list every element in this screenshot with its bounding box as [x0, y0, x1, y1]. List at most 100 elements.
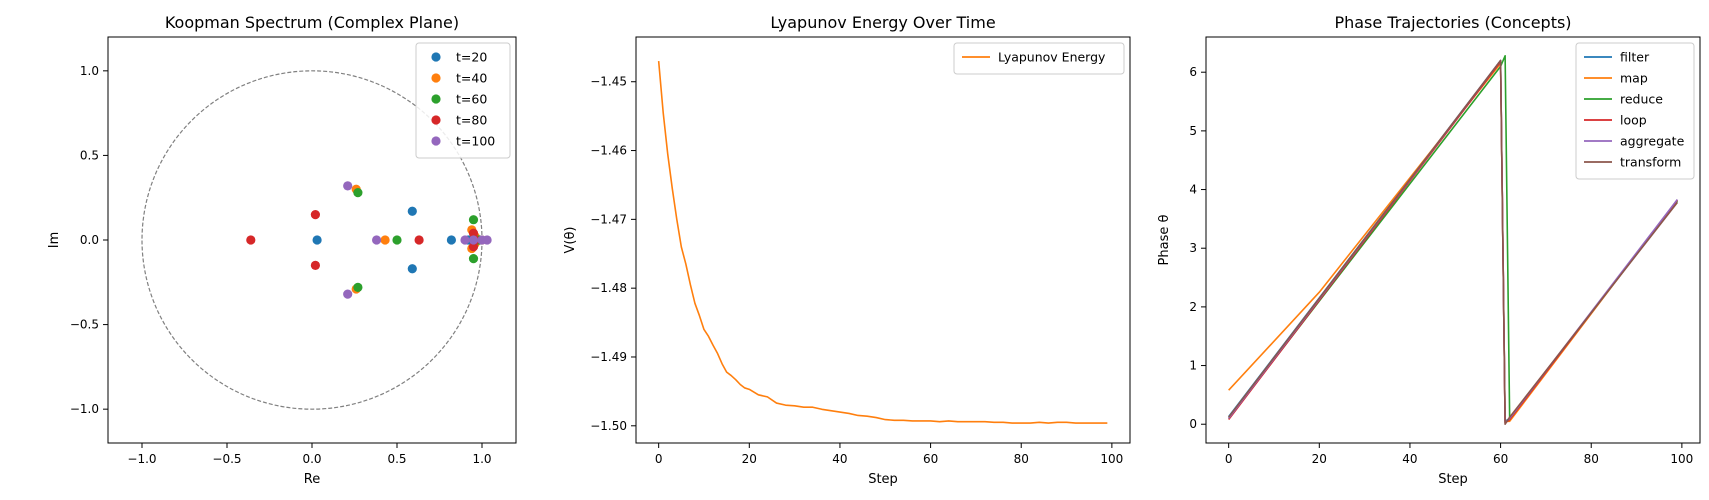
chart-title: Lyapunov Energy Over Time — [770, 13, 995, 32]
y-tick-label: 0 — [1189, 417, 1197, 431]
y-tick-label: −1.0 — [70, 402, 99, 416]
scatter-point-t=20 — [407, 206, 417, 216]
series-line-Lyapunov Energy — [657, 61, 1108, 424]
y-axis-label: Phase θ — [1157, 215, 1172, 266]
y-tick-label: 3 — [1189, 241, 1197, 255]
x-tick-label: 1.0 — [472, 452, 491, 466]
scatter-point-t=80 — [310, 210, 320, 220]
series-line-transform — [1228, 59, 1678, 426]
x-tick-label: −1.0 — [127, 452, 156, 466]
scatter-point-t=20 — [312, 235, 322, 245]
y-axis-label: V(θ) — [563, 227, 578, 254]
x-tick-label: 100 — [1100, 452, 1123, 466]
x-axis-label: Step — [1438, 472, 1468, 487]
y-tick-label: −1.47 — [590, 212, 627, 226]
chart-0: −1.0 −0.5 0.0 0.5 1.0 −1.0 −0.5 0.0 0.5 1.0 Koopma… — [47, 13, 517, 487]
scatter-point-t=80 — [246, 235, 256, 245]
scatter-point-t=100 — [468, 235, 479, 245]
x-tick-label: 0.0 — [302, 452, 321, 466]
x-tick-label: 80 — [1014, 452, 1029, 466]
legend-box — [1575, 42, 1695, 180]
y-axis-label: Im — [47, 232, 62, 249]
chart-title: Koopman Spectrum (Complex Plane) — [165, 13, 459, 32]
scatter-point-t=60 — [392, 235, 402, 245]
x-tick-label: 0.5 — [387, 452, 406, 466]
axes-frame — [1205, 36, 1701, 444]
legend-label: t=60 — [456, 92, 487, 107]
y-tick-label: −1.45 — [590, 75, 627, 89]
x-tick-label: 40 — [832, 452, 847, 466]
legend-label: transform — [1620, 155, 1681, 170]
scatter-point-t=20 — [446, 235, 456, 245]
scatter-point-t=20 — [407, 264, 417, 274]
legend-box — [415, 42, 511, 159]
legend-label: t=80 — [456, 113, 487, 128]
y-tick-label: 0.0 — [80, 233, 99, 247]
y-tick-label: 0.5 — [80, 148, 99, 162]
x-tick-label: 40 — [1402, 452, 1417, 466]
scatter-point-t=100 — [482, 235, 492, 245]
y-tick-label: 1.0 — [80, 64, 99, 78]
y-tick-label: 4 — [1189, 183, 1197, 197]
x-tick-label: 20 — [742, 452, 757, 466]
scatter-point-t=60 — [468, 215, 479, 225]
scatter-point-t=40 — [380, 235, 390, 245]
legend-marker — [431, 73, 441, 83]
y-tick-label: 2 — [1189, 300, 1197, 314]
x-tick-label: 100 — [1670, 452, 1693, 466]
legend-label: reduce — [1620, 92, 1663, 107]
plot-area — [636, 37, 1130, 443]
x-tick-label: −0.5 — [212, 452, 241, 466]
x-axis-label: Step — [868, 472, 898, 487]
x-tick-label: 60 — [1493, 452, 1508, 466]
plot-marks — [657, 61, 1108, 424]
scatter-point-t=60 — [468, 254, 479, 264]
scatter-point-t=100 — [460, 235, 470, 245]
y-tick-label: −0.5 — [70, 318, 99, 332]
scatter-point-t=80 — [414, 235, 424, 245]
y-tick-label: −1.49 — [590, 350, 627, 364]
y-tick-label: 1 — [1189, 359, 1197, 373]
scatter-point-t=100 — [343, 289, 353, 299]
y-tick-label: 6 — [1189, 65, 1197, 79]
legend-label: filter — [1620, 50, 1650, 65]
axes-frame — [107, 36, 517, 444]
legend-label: t=40 — [456, 71, 487, 86]
scatter-point-t=100 — [343, 181, 353, 191]
chart-1: 0 20 40 60 80 100 −1.45 −1.46 −1.47 −1.48 −1.49 −1.… — [563, 13, 1131, 487]
x-tick-label: 0 — [655, 452, 663, 466]
legend-label: map — [1620, 71, 1648, 86]
legend-marker — [431, 115, 441, 125]
axes-frame — [635, 36, 1131, 444]
legend-marker — [431, 52, 441, 62]
x-tick-label: 20 — [1312, 452, 1327, 466]
x-tick-label: 0 — [1225, 452, 1233, 466]
scatter-point-t=80 — [310, 260, 320, 270]
legend: Lyapunov Energy — [953, 42, 1125, 75]
chart-title: Phase Trajectories (Concepts) — [1334, 13, 1571, 32]
legend-box — [953, 42, 1125, 75]
y-tick-label: 5 — [1189, 124, 1197, 138]
x-tick-label: 60 — [923, 452, 938, 466]
plot-marks — [141, 70, 492, 410]
legend-marker — [431, 136, 441, 146]
legend: filter map reduce loop aggregate transform — [1575, 42, 1695, 180]
legend-label: t=20 — [456, 50, 487, 65]
legend-label: Lyapunov Energy — [998, 50, 1106, 65]
y-tick-label: −1.50 — [590, 419, 627, 433]
legend: t=20 t=40 t=60 t=80 t=100 — [415, 42, 511, 159]
y-tick-label: −1.46 — [590, 144, 627, 158]
x-tick-label: 80 — [1584, 452, 1599, 466]
legend-label: loop — [1620, 113, 1647, 128]
y-tick-label: −1.48 — [590, 281, 627, 295]
chart-2: 0 20 40 60 80 100 0 1 2 3 4 5 6 Phase Trajectories (C… — [1157, 13, 1701, 487]
legend-marker — [431, 94, 441, 104]
scatter-point-t=60 — [353, 188, 363, 198]
legend-label: t=100 — [456, 134, 495, 149]
x-axis-label: Re — [304, 472, 320, 487]
plot-marks — [1228, 54, 1678, 426]
scatter-point-t=60 — [353, 282, 363, 292]
legend-label: aggregate — [1620, 134, 1685, 149]
scatter-point-t=100 — [372, 235, 382, 245]
